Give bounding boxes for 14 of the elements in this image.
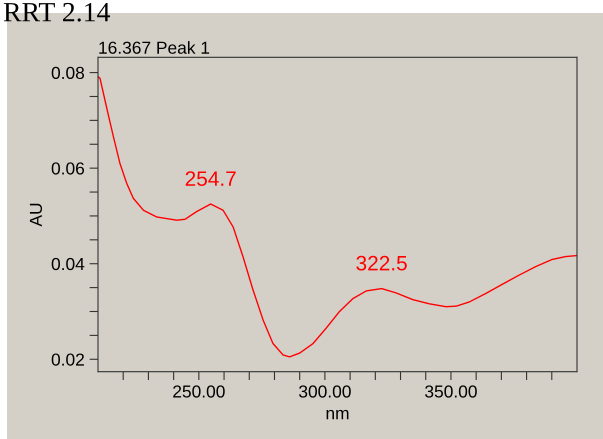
x-tick-label: 250.00 (173, 385, 225, 398)
annotation: 254.7 (186, 171, 236, 186)
y-tick-label: 0.02 (52, 353, 84, 366)
x-axis-title: nm (326, 410, 348, 420)
annotation: 322.5 (356, 256, 407, 271)
chart-subtitle: 16.367 Peak 1 (99, 41, 210, 54)
x-tick-label: 350.00 (425, 385, 477, 398)
y-tick-label: 0.06 (52, 162, 84, 175)
y-tick-label: 0.04 (52, 258, 84, 270)
chart-title: RRT 2.14 (4, 2, 110, 22)
line-series (98, 76, 577, 358)
y-axis-title: AU (30, 204, 42, 227)
x-tick-label: 300.00 (299, 385, 351, 398)
y-tick-label: 0.08 (52, 66, 84, 80)
